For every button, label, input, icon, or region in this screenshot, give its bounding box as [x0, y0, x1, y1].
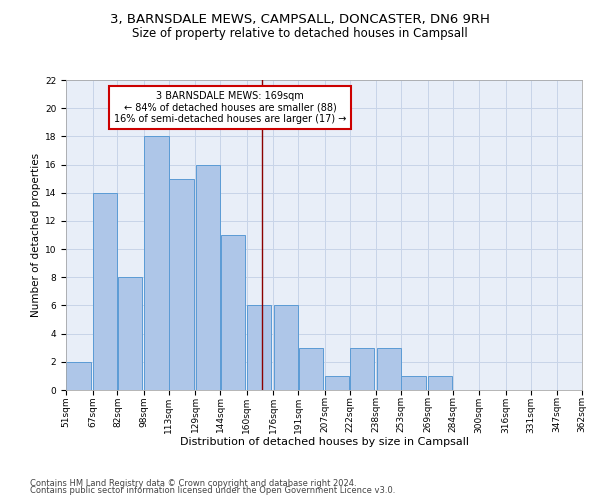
- Bar: [196, 164, 220, 390]
- Text: Size of property relative to detached houses in Campsall: Size of property relative to detached ho…: [132, 28, 468, 40]
- Bar: [428, 376, 452, 390]
- Bar: [325, 376, 349, 390]
- Bar: [169, 178, 194, 390]
- Text: Contains HM Land Registry data © Crown copyright and database right 2024.: Contains HM Land Registry data © Crown c…: [30, 478, 356, 488]
- Bar: [221, 235, 245, 390]
- X-axis label: Distribution of detached houses by size in Campsall: Distribution of detached houses by size …: [179, 437, 469, 447]
- Y-axis label: Number of detached properties: Number of detached properties: [31, 153, 41, 317]
- Text: Contains public sector information licensed under the Open Government Licence v3: Contains public sector information licen…: [30, 486, 395, 495]
- Bar: [299, 348, 323, 390]
- Bar: [247, 306, 271, 390]
- Text: 3, BARNSDALE MEWS, CAMPSALL, DONCASTER, DN6 9RH: 3, BARNSDALE MEWS, CAMPSALL, DONCASTER, …: [110, 12, 490, 26]
- Bar: [401, 376, 426, 390]
- Bar: [66, 362, 91, 390]
- Bar: [144, 136, 169, 390]
- Bar: [93, 192, 117, 390]
- Bar: [377, 348, 401, 390]
- Bar: [118, 278, 142, 390]
- Bar: [350, 348, 374, 390]
- Bar: [274, 306, 298, 390]
- Text: 3 BARNSDALE MEWS: 169sqm
← 84% of detached houses are smaller (88)
16% of semi-d: 3 BARNSDALE MEWS: 169sqm ← 84% of detach…: [114, 92, 346, 124]
